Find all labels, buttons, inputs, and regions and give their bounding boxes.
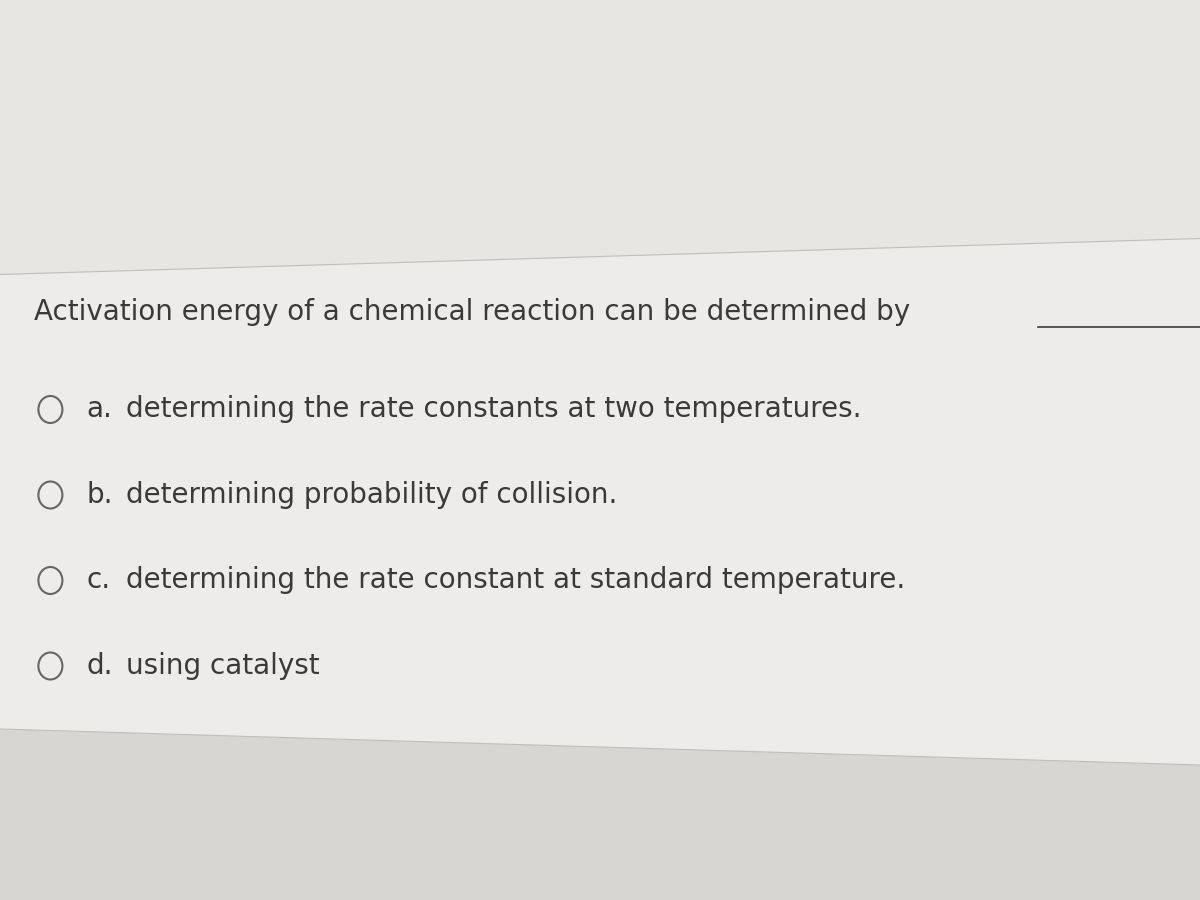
Text: d.: d. xyxy=(86,652,113,680)
Polygon shape xyxy=(0,729,1200,900)
Text: using catalyst: using catalyst xyxy=(126,652,319,680)
Text: determining the rate constant at standard temperature.: determining the rate constant at standar… xyxy=(126,566,905,595)
Text: determining the rate constants at two temperatures.: determining the rate constants at two te… xyxy=(126,395,862,424)
Polygon shape xyxy=(0,0,1200,274)
Text: Activation energy of a chemical reaction can be determined by: Activation energy of a chemical reaction… xyxy=(34,298,910,326)
Text: b.: b. xyxy=(86,481,113,509)
Text: a.: a. xyxy=(86,395,113,424)
Polygon shape xyxy=(0,238,1200,765)
Text: c.: c. xyxy=(86,566,110,595)
Text: determining probability of collision.: determining probability of collision. xyxy=(126,481,617,509)
